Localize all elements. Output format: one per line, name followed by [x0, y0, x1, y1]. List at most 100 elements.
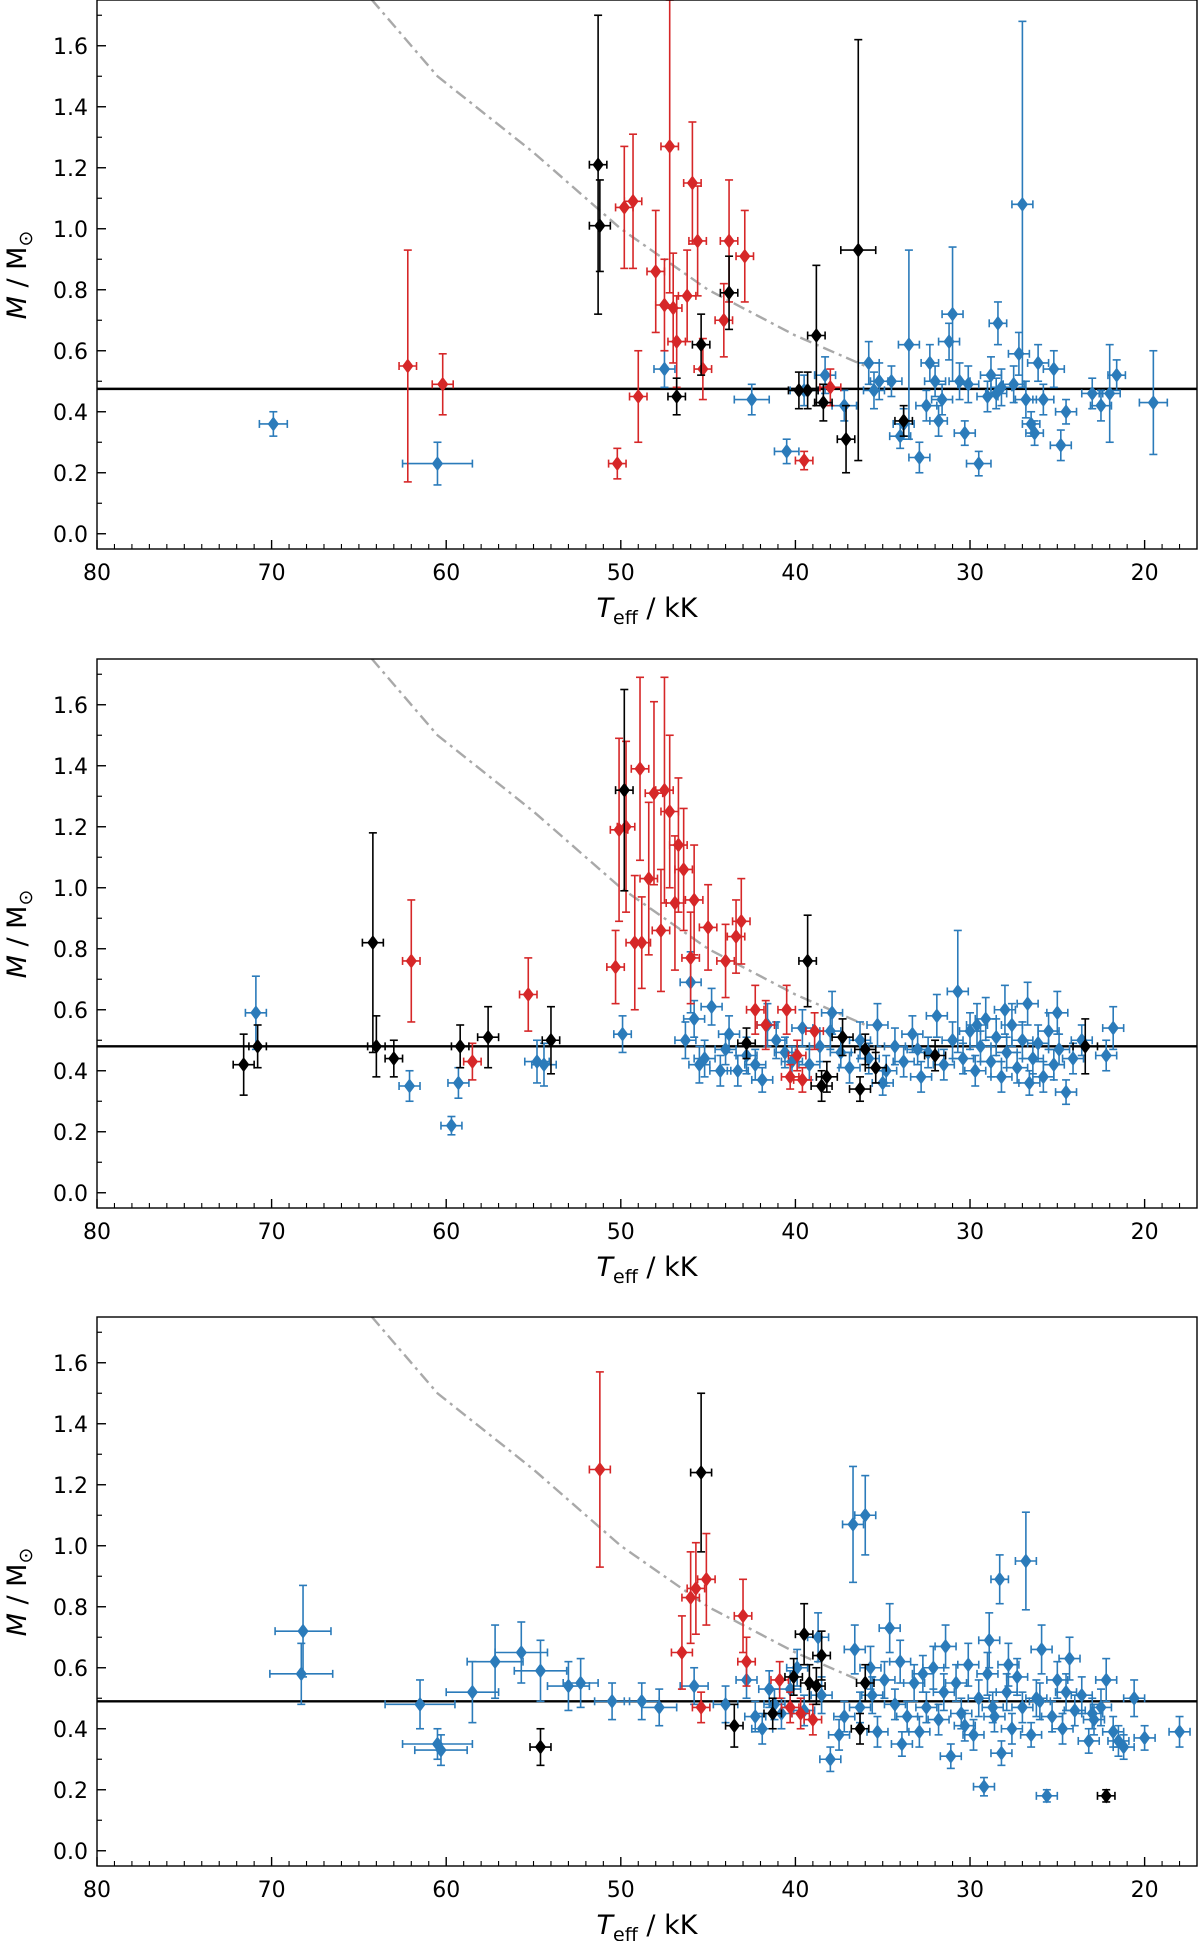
data-point-red [518, 957, 538, 1032]
panel-top-axes-frame [96, 0, 1198, 550]
x-tick-label: 50 [607, 561, 635, 586]
diamond-marker [538, 1057, 550, 1073]
diamond-marker [688, 892, 700, 908]
x-tick-label: 80 [83, 1878, 111, 1903]
data-point-blue [440, 1115, 463, 1136]
y-tick-label: 0.0 [53, 1182, 88, 1207]
series-black [232, 688, 1099, 1103]
data-point-red [780, 1063, 800, 1090]
diamond-marker [1016, 1699, 1029, 1715]
data-point-red [792, 1066, 812, 1093]
diamond-marker [545, 1032, 557, 1048]
x-tick-label: 20 [1131, 1878, 1159, 1903]
data-point-blue [995, 1036, 1018, 1069]
diamond-marker [1128, 1690, 1140, 1706]
diamond-marker [746, 392, 758, 408]
data-point-blue [934, 1624, 957, 1669]
data-point-red [398, 249, 418, 483]
diamond-marker [695, 1699, 707, 1715]
diamond-marker [1086, 385, 1098, 401]
diamond-marker [1008, 376, 1020, 392]
diamond-marker [740, 1654, 753, 1670]
data-point-blue [956, 365, 980, 404]
data-point-red [628, 349, 648, 444]
diamond-marker [714, 1063, 726, 1079]
data-point-blue [925, 993, 949, 1038]
data-point-blue [883, 1027, 907, 1066]
data-point-blue [965, 1002, 989, 1048]
x-label-main: T [597, 1910, 616, 1941]
data-point-blue [897, 249, 921, 441]
diamond-marker [952, 983, 964, 999]
data-point-blue [963, 1054, 987, 1087]
diamond-marker [297, 1623, 309, 1639]
diamond-marker [609, 959, 622, 975]
diamond-marker [749, 1002, 761, 1018]
diamond-marker [402, 358, 414, 374]
diamond-marker [466, 1054, 479, 1070]
diamond-marker [611, 456, 623, 472]
data-point-black [812, 1630, 832, 1681]
data-point-red [632, 896, 652, 990]
data-point-red [733, 1578, 753, 1654]
diamond-marker [620, 819, 632, 835]
data-point-blue [967, 1679, 991, 1718]
data-point-black [366, 1015, 386, 1078]
y-tick-label: 1.6 [53, 35, 88, 60]
diamond-marker [700, 1571, 712, 1587]
diamond-marker [1048, 1057, 1060, 1073]
y-tick-label: 0.8 [53, 938, 88, 963]
diamond-marker [957, 1051, 969, 1067]
data-point-red [668, 777, 688, 913]
diamond-marker [936, 392, 948, 408]
diamond-marker [534, 1739, 547, 1755]
diamond-marker [781, 443, 793, 459]
diamond-marker [1100, 1788, 1112, 1804]
diamond-marker [606, 1693, 618, 1709]
diamond-marker [749, 1709, 761, 1725]
diamond-marker [732, 1063, 744, 1079]
diamond-marker [1063, 1651, 1076, 1667]
diamond-marker [847, 1516, 859, 1532]
x-label-main: T [597, 1252, 616, 1283]
data-point-blue [679, 1666, 709, 1706]
diamond-marker [1056, 1721, 1069, 1737]
diamond-marker [983, 1632, 995, 1648]
data-point-blue [1026, 1024, 1050, 1063]
data-point-blue [1049, 429, 1073, 462]
data-point-blue [1011, 1691, 1034, 1724]
diamond-marker [946, 306, 959, 322]
data-point-blue [1077, 1727, 1101, 1754]
diamond-marker [981, 1666, 994, 1682]
diamond-marker [719, 1041, 732, 1057]
data-point-red [736, 1636, 757, 1687]
diamond-marker [962, 376, 974, 392]
series-black [588, 14, 914, 474]
data-point-black [689, 1392, 713, 1553]
data-point-red [670, 1615, 694, 1690]
x-label-main: T [597, 593, 616, 624]
diamond-marker [1083, 1733, 1095, 1749]
diamond-marker [1011, 1060, 1023, 1076]
y-label-main: M [2, 296, 33, 319]
diamond-marker [723, 285, 735, 301]
diamond-marker [1034, 1693, 1046, 1709]
diamond-marker [866, 1687, 878, 1703]
data-point-blue [977, 1612, 1001, 1669]
data-point-red [674, 807, 694, 932]
data-point-red [735, 209, 755, 303]
data-point-blue [1028, 1682, 1052, 1721]
data-point-black [1072, 1018, 1099, 1075]
evolutionary-track-line [370, 1317, 866, 1685]
data-point-blue [1054, 1079, 1078, 1106]
diamond-marker [849, 1641, 861, 1657]
y-tick-label: 0.4 [53, 401, 88, 426]
diamond-marker [898, 413, 910, 429]
data-point-red [630, 676, 650, 862]
data-point-blue [1054, 1673, 1078, 1712]
diamond-marker [810, 328, 822, 343]
diamond-marker [370, 1038, 382, 1054]
data-point-black [232, 1033, 255, 1096]
diamond-marker [730, 929, 742, 945]
diamond-marker [980, 1011, 992, 1027]
